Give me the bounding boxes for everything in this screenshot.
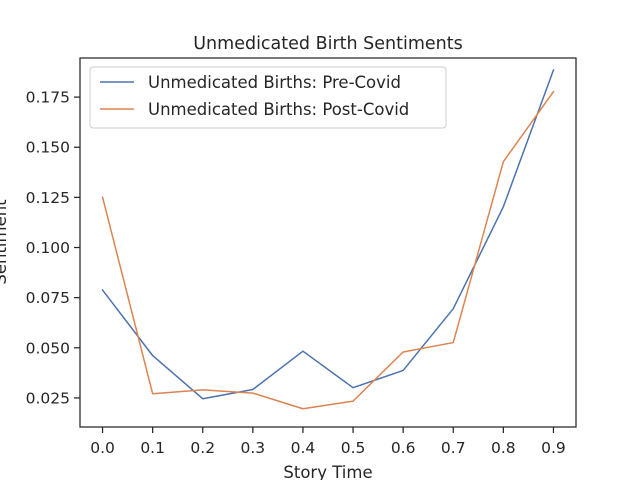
legend-label-pre-covid: Unmedicated Births: Pre-Covid <box>148 73 401 92</box>
x-tick-label: 0.6 <box>391 439 416 457</box>
x-tick-label: 0.3 <box>241 439 266 457</box>
y-tick-label: 0.100 <box>26 239 70 257</box>
x-tick-label: 0.2 <box>190 439 215 457</box>
x-tick-label: 0.8 <box>491 439 516 457</box>
x-tick-label: 0.7 <box>441 439 466 457</box>
x-tick-label: 0.4 <box>291 439 316 457</box>
y-tick-label: 0.175 <box>26 89 70 107</box>
y-tick-label: 0.125 <box>26 189 70 207</box>
y-tick-label: 0.075 <box>26 289 70 307</box>
legend-label-post-covid: Unmedicated Births: Post-Covid <box>148 100 409 119</box>
x-axis-label: Story Time <box>283 463 372 480</box>
x-tick-label: 0.1 <box>140 439 165 457</box>
y-axis-ticks: 0.025 0.050 0.075 0.100 0.125 0.150 0.175 <box>26 89 80 407</box>
x-tick-label: 0.0 <box>90 439 115 457</box>
y-tick-label: 0.050 <box>26 339 70 357</box>
y-tick-label: 0.025 <box>26 389 70 407</box>
y-axis-label: Sentiment <box>0 199 10 285</box>
legend-box <box>89 66 447 129</box>
chart-title: Unmedicated Birth Sentiments <box>193 34 462 54</box>
x-axis-ticks: 0.0 0.1 0.2 0.3 0.4 0.5 0.6 0.7 0.8 0.9 <box>90 427 566 457</box>
legend: Unmedicated Births: Pre-Covid Unmedicate… <box>89 66 447 129</box>
plot-frame <box>79 57 577 428</box>
x-tick-label: 0.9 <box>541 439 566 457</box>
x-tick-label: 0.5 <box>341 439 366 457</box>
series-lines <box>101 69 555 410</box>
y-tick-label: 0.150 <box>26 139 70 157</box>
series-line-pre-covid <box>101 69 555 400</box>
series-line-post-covid <box>101 90 555 410</box>
